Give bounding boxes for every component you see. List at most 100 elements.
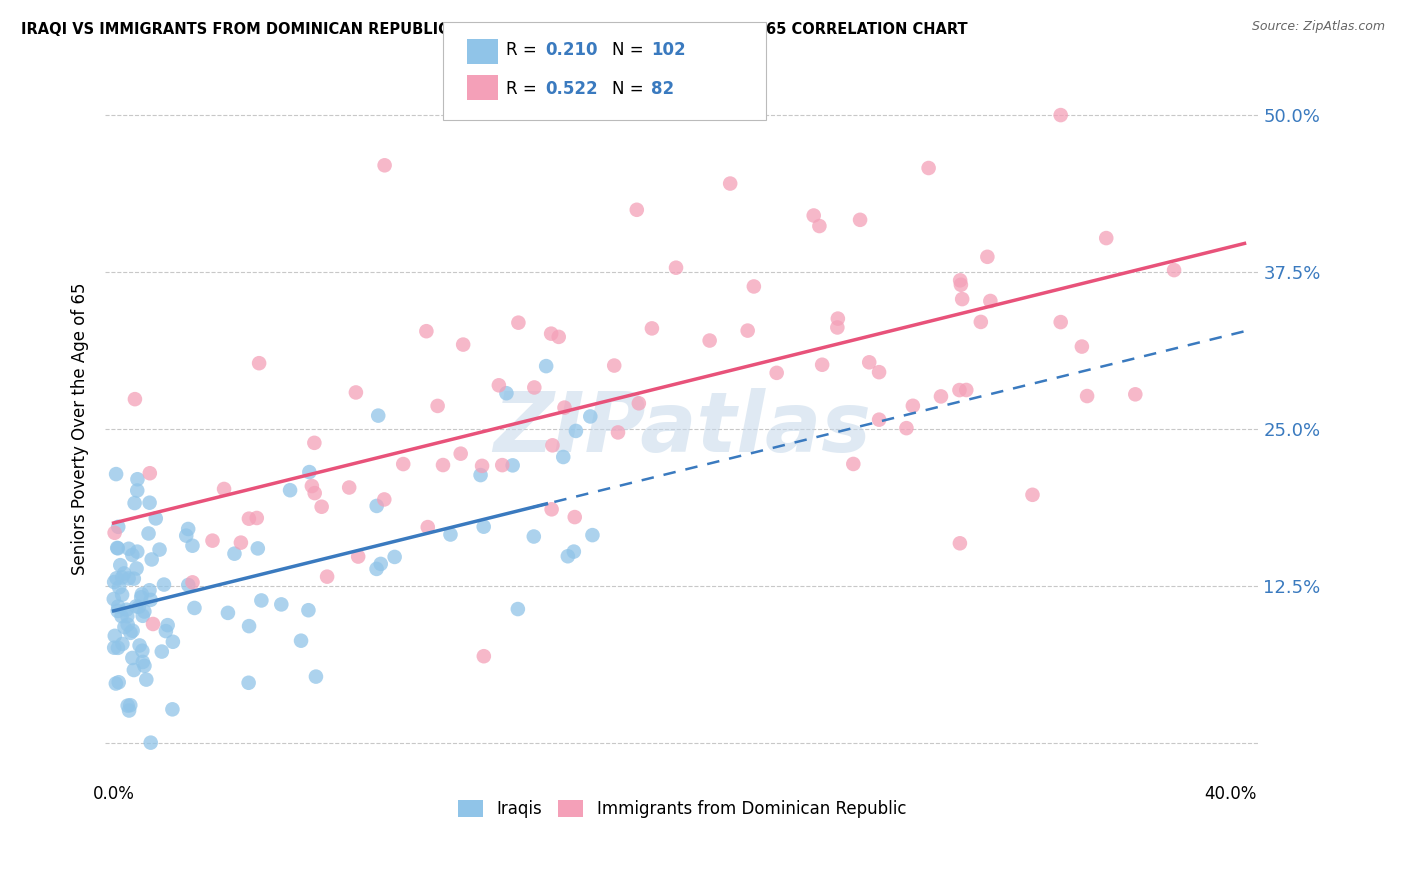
Point [737, 324, 759, 338]
Point [201, 533, 224, 548]
Text: 82: 82 [651, 80, 673, 98]
Point [301, 479, 323, 493]
Point [896, 421, 918, 435]
Point [162, 702, 184, 716]
Text: 102: 102 [651, 41, 686, 59]
Point [138, 496, 160, 510]
Point [107, 640, 129, 655]
Point [181, 539, 204, 553]
Point [540, 326, 562, 341]
Point [156, 618, 179, 632]
Point [278, 483, 301, 498]
Point [868, 412, 890, 426]
Point [122, 663, 145, 677]
Point [297, 603, 319, 617]
Point [540, 502, 562, 516]
Point [138, 526, 160, 541]
Point [107, 604, 129, 618]
Point [153, 577, 176, 591]
Point [976, 250, 998, 264]
Point [1163, 263, 1185, 277]
Point [162, 634, 184, 648]
Point [107, 541, 129, 556]
Point [565, 424, 588, 438]
Point [120, 698, 142, 713]
Point [238, 619, 260, 633]
Point [138, 583, 160, 598]
Point [108, 580, 131, 594]
Point [217, 606, 239, 620]
Point [579, 409, 602, 424]
Point [135, 673, 157, 687]
Point [125, 599, 148, 614]
Point [174, 528, 197, 542]
Point [950, 292, 973, 306]
Point [439, 527, 461, 541]
Point [129, 591, 152, 605]
Point [564, 510, 586, 524]
Point [103, 575, 125, 590]
Point [177, 578, 200, 592]
Text: R =: R = [506, 41, 543, 59]
Point [827, 320, 849, 334]
Point [111, 637, 134, 651]
Point [246, 511, 269, 525]
Point [765, 366, 787, 380]
Point [811, 358, 834, 372]
Point [416, 520, 439, 534]
Point [117, 571, 139, 585]
Point [627, 396, 650, 410]
Point [124, 392, 146, 406]
Text: IRAQI VS IMMIGRANTS FROM DOMINICAN REPUBLIC SENIORS POVERTY OVER THE AGE OF 65 C: IRAQI VS IMMIGRANTS FROM DOMINICAN REPUB… [21, 22, 967, 37]
Point [107, 520, 129, 534]
Point [699, 334, 721, 348]
Point [470, 468, 492, 483]
Point [117, 609, 139, 624]
Point [155, 624, 177, 639]
Text: N =: N = [612, 41, 648, 59]
Point [1049, 108, 1071, 122]
Point [917, 161, 939, 175]
Point [742, 279, 765, 293]
Point [392, 457, 415, 471]
Point [955, 383, 977, 397]
Text: R =: R = [506, 80, 543, 98]
Point [121, 651, 143, 665]
Point [451, 337, 474, 351]
Legend: Iraqis, Immigrants from Dominican Republic: Iraqis, Immigrants from Dominican Republ… [451, 793, 912, 825]
Point [110, 558, 132, 573]
Point [366, 499, 388, 513]
Point [523, 380, 546, 394]
Point [384, 549, 406, 564]
Point [1076, 389, 1098, 403]
Point [131, 644, 153, 658]
Point [581, 528, 603, 542]
Point [1021, 488, 1043, 502]
Point [111, 570, 134, 584]
Point [1123, 387, 1146, 401]
Point [127, 544, 149, 558]
Point [366, 562, 388, 576]
Point [488, 378, 510, 392]
Point [298, 465, 321, 479]
Point [471, 458, 494, 473]
Point [127, 472, 149, 486]
Point [502, 458, 524, 473]
Point [128, 599, 150, 614]
Point [553, 401, 575, 415]
Point [901, 399, 924, 413]
Point [120, 625, 142, 640]
Point [238, 511, 260, 525]
Point [347, 549, 370, 564]
Point [970, 315, 993, 329]
Point [139, 467, 162, 481]
Point [247, 356, 270, 370]
Point [541, 438, 564, 452]
Text: 0.522: 0.522 [546, 80, 598, 98]
Point [432, 458, 454, 472]
Point [311, 500, 333, 514]
Point [117, 698, 139, 713]
Point [1049, 315, 1071, 329]
Point [131, 587, 153, 601]
Point [370, 557, 392, 571]
